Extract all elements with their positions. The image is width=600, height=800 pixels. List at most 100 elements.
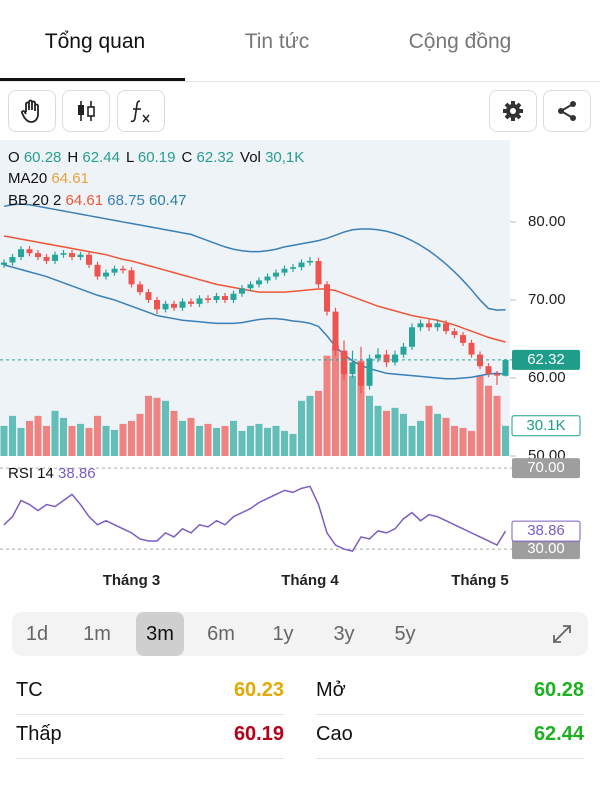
hand-icon <box>21 99 39 123</box>
stat-value: 60.19 <box>233 723 284 745</box>
candle-body <box>324 284 330 312</box>
volume-bar <box>145 395 152 456</box>
share[interactable] <box>543 90 591 132</box>
volume-bar <box>425 405 433 456</box>
period-button[interactable]: 3m <box>136 612 184 656</box>
candle-body <box>247 284 254 289</box>
candle-body <box>383 354 390 363</box>
volume-bar <box>17 427 25 456</box>
volume-bar <box>476 375 484 456</box>
volume-bar <box>400 413 407 456</box>
rsi-tick-label: 30.00 <box>527 540 565 557</box>
tab[interactable]: Cộng đồng <box>408 30 512 53</box>
candle-body <box>94 264 101 277</box>
info-value: 30,1K <box>265 149 305 166</box>
bb-upper: 68.75 <box>107 192 145 209</box>
period-button[interactable]: 1y <box>272 623 294 645</box>
x-tick-label: Tháng 4 <box>281 572 339 589</box>
candle-body <box>86 254 92 265</box>
candle-body <box>154 299 160 310</box>
tab-underline <box>0 78 185 81</box>
expand[interactable] <box>550 622 574 651</box>
candle-body <box>52 254 58 261</box>
candle-body <box>426 323 432 328</box>
volume-bar <box>451 425 458 456</box>
hand-tool[interactable] <box>8 90 56 132</box>
volume-bar <box>34 415 42 456</box>
candle-body <box>171 303 177 308</box>
candle-body <box>298 262 305 268</box>
settings[interactable] <box>489 90 537 132</box>
bb-name: BB 20 2 <box>8 192 62 209</box>
info-value: 62.44 <box>82 149 120 166</box>
volume-bar <box>281 430 288 456</box>
volume-bar <box>77 423 84 456</box>
volume-bar <box>332 345 339 456</box>
candle-body <box>162 303 169 310</box>
volume-bar <box>468 430 475 456</box>
fx-icon <box>130 100 150 123</box>
divider <box>0 81 600 82</box>
tab[interactable]: Tổng quan <box>44 30 146 53</box>
period-button[interactable]: 1m <box>83 623 111 645</box>
candle-body <box>417 323 424 328</box>
candle-body <box>205 298 211 300</box>
y-tick-label: 60.00 <box>528 369 566 386</box>
rsi-tick-badge <box>512 539 580 560</box>
volume-bar <box>230 420 237 456</box>
candle-body <box>256 280 262 285</box>
stat-label: TC <box>16 679 43 701</box>
volume-label: 30.1K <box>526 417 565 434</box>
candle-body <box>281 268 288 273</box>
candle-body <box>485 366 492 375</box>
candle-body <box>375 354 381 359</box>
candle-body <box>239 288 245 294</box>
candle-body <box>409 327 415 347</box>
candle-body <box>443 323 449 332</box>
candle-body <box>213 296 220 300</box>
volume-bar <box>85 427 93 456</box>
volume-bar <box>264 427 271 456</box>
ma-value: 64.61 <box>51 170 89 187</box>
candle-body <box>341 350 347 375</box>
bb-middle: 64.61 <box>65 192 104 209</box>
info-value: 62.32 <box>196 149 235 166</box>
period-button[interactable]: 3y <box>333 623 355 645</box>
volume-bar <box>323 355 331 456</box>
volume-bar <box>196 425 203 456</box>
candle-body <box>43 257 50 261</box>
volume-bar <box>170 410 178 456</box>
stat-divider <box>16 714 284 715</box>
period-button[interactable]: 5y <box>394 623 416 645</box>
volume-bar <box>315 390 322 456</box>
stat-label: Cao <box>316 723 353 745</box>
candle-body <box>35 253 41 258</box>
candle-body <box>222 296 228 300</box>
volume-bar <box>383 410 390 456</box>
stat-value: 62.44 <box>533 723 584 745</box>
volume-bar <box>502 425 509 456</box>
stat-label: Thấp <box>16 723 62 745</box>
bb-upper-line <box>3 203 506 311</box>
volume-bar <box>68 425 76 456</box>
share-icon <box>558 101 576 121</box>
candle-body <box>273 272 279 277</box>
volume-bar <box>349 375 356 456</box>
candle-body <box>196 298 203 304</box>
candle-tool[interactable] <box>62 90 110 132</box>
candle-body <box>392 354 398 363</box>
candle-body <box>332 311 339 351</box>
volume-bar <box>391 407 399 456</box>
volume-bar <box>255 423 263 456</box>
candle-body <box>460 335 466 343</box>
tab[interactable]: Tin tức <box>244 30 310 53</box>
function-tool[interactable] <box>117 90 165 132</box>
period-button[interactable]: 1d <box>25 623 49 645</box>
bb-lower: 60.47 <box>148 192 187 209</box>
info-label: C <box>181 149 193 166</box>
period-button[interactable]: 6m <box>207 623 235 645</box>
rsi-last-label: 38.86 <box>527 522 565 539</box>
rsi-panel <box>0 460 600 560</box>
